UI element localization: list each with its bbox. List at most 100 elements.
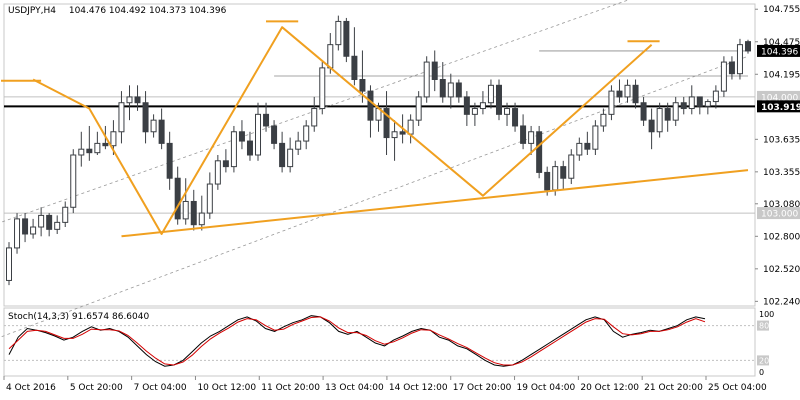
candle-body-up bbox=[528, 131, 535, 144]
price-tag-label: 103.000 bbox=[761, 210, 798, 220]
candle-body-down bbox=[745, 41, 751, 52]
candle bbox=[415, 91, 422, 126]
candle-body-up bbox=[736, 44, 743, 75]
price-tick-label: 104.195 bbox=[763, 70, 800, 80]
candle bbox=[568, 149, 575, 185]
candle bbox=[512, 102, 519, 132]
candle-body-down bbox=[648, 119, 655, 133]
candle bbox=[22, 213, 29, 243]
candle bbox=[54, 215, 61, 234]
candle bbox=[118, 91, 125, 144]
candle bbox=[86, 125, 93, 161]
osc-tick-label: 0 bbox=[759, 368, 764, 377]
candle bbox=[608, 85, 615, 121]
candle-body-down bbox=[640, 102, 647, 121]
candle bbox=[222, 149, 229, 173]
candle bbox=[166, 131, 173, 190]
candle bbox=[656, 102, 663, 138]
candle bbox=[479, 91, 486, 115]
price-tick-label: 104.755 bbox=[763, 5, 800, 15]
candle bbox=[343, 17, 350, 63]
candle bbox=[158, 108, 165, 150]
candle bbox=[311, 96, 318, 132]
price-tag-label: 103.919 bbox=[761, 103, 800, 113]
stoch-line-main bbox=[8, 315, 706, 367]
candle bbox=[46, 213, 53, 237]
time-tick-label: 11 Oct 20:00 bbox=[261, 383, 320, 393]
candle-body-down bbox=[86, 148, 93, 154]
candle bbox=[319, 62, 326, 115]
candle-body-down bbox=[279, 142, 286, 168]
candle bbox=[150, 114, 157, 138]
candle bbox=[536, 125, 543, 179]
candle bbox=[206, 172, 213, 219]
candle-body-down bbox=[102, 142, 109, 147]
candle bbox=[495, 79, 502, 121]
candle-body-up bbox=[230, 131, 237, 168]
candle-body-up bbox=[608, 90, 615, 115]
candle-body-up bbox=[335, 20, 342, 46]
candle-body-down bbox=[158, 119, 165, 144]
candle bbox=[520, 114, 527, 150]
candle bbox=[335, 15, 342, 51]
candle-body-down bbox=[584, 142, 591, 150]
candle-body-up bbox=[94, 142, 101, 154]
candle bbox=[696, 96, 703, 115]
candle-body-up bbox=[471, 108, 478, 115]
candle-body-down bbox=[246, 140, 253, 156]
pattern-trendline-1 bbox=[32, 26, 653, 235]
candle bbox=[174, 166, 181, 225]
pattern-trendline-2 bbox=[121, 169, 749, 238]
candle-body-down bbox=[22, 218, 29, 235]
time-tick-label: 17 Oct 20:00 bbox=[453, 383, 512, 393]
candle bbox=[576, 137, 583, 161]
candle bbox=[126, 85, 133, 121]
price-panel-frame bbox=[3, 3, 756, 307]
time-tick-label: 10 Oct 12:00 bbox=[197, 383, 256, 393]
candle bbox=[38, 207, 45, 237]
price-tag-103919 bbox=[757, 100, 800, 113]
candle-body-up bbox=[78, 148, 85, 156]
candle bbox=[728, 56, 735, 80]
price-tag-104000 bbox=[757, 90, 800, 103]
candle bbox=[640, 96, 647, 126]
candle bbox=[190, 189, 197, 231]
candle-body-up bbox=[206, 183, 213, 214]
candle-body-down bbox=[544, 171, 551, 191]
candle-body-down bbox=[367, 90, 374, 121]
candle bbox=[230, 125, 237, 173]
candle-body-up bbox=[656, 108, 663, 133]
candle-body-down bbox=[439, 79, 446, 98]
candle-body-up bbox=[712, 90, 719, 103]
oscillator-panel-frame bbox=[3, 307, 756, 377]
candle-body-up bbox=[672, 102, 679, 121]
candle bbox=[712, 85, 719, 109]
candle-body-up bbox=[126, 96, 133, 104]
candle-body-up bbox=[407, 119, 414, 135]
price-tick-label: 104.475 bbox=[763, 38, 800, 48]
candle-body-down bbox=[399, 131, 406, 135]
channel-line-2 bbox=[0, 55, 749, 338]
price-tag-104396 bbox=[757, 44, 800, 57]
candle bbox=[62, 201, 69, 228]
candle bbox=[134, 85, 141, 111]
candle-body-down bbox=[238, 131, 245, 142]
candle-body-up bbox=[30, 226, 37, 235]
candle-body-up bbox=[327, 44, 334, 69]
candle-body-up bbox=[487, 84, 494, 104]
candle bbox=[367, 85, 374, 138]
price-tick-label: 102.240 bbox=[763, 297, 800, 307]
candle bbox=[142, 91, 149, 144]
oscillator-title: Stoch(14,3,3) 91.6574 86.6040 bbox=[8, 312, 149, 322]
candle bbox=[94, 131, 101, 155]
candle bbox=[279, 131, 286, 173]
candle bbox=[471, 102, 478, 126]
candle-body-up bbox=[688, 96, 695, 110]
candle-body-up bbox=[720, 61, 727, 92]
osc-tag-80 bbox=[757, 320, 769, 331]
candle-body-up bbox=[423, 61, 430, 98]
candle-body-down bbox=[46, 214, 53, 230]
candle bbox=[391, 120, 398, 161]
candle bbox=[463, 91, 470, 126]
